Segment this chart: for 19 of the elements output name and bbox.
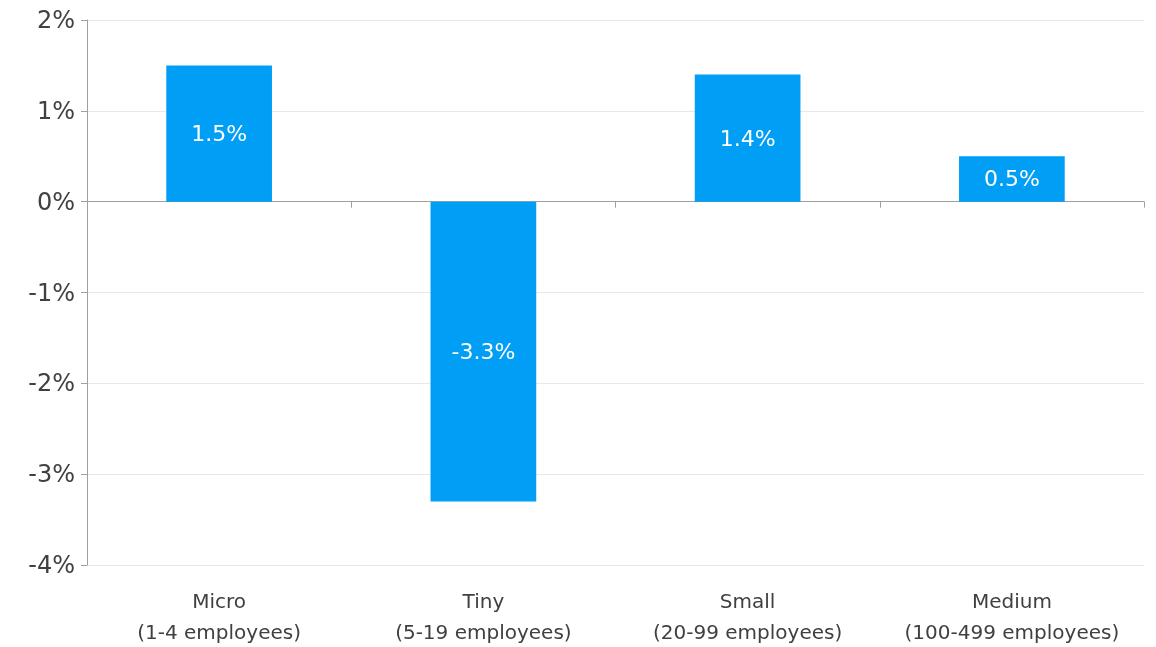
data-label: 0.5% — [983, 166, 1040, 192]
bar — [694, 74, 801, 202]
data-label: 1.4% — [719, 125, 776, 151]
bar — [959, 156, 1065, 202]
y-tick-label: -3% — [28, 460, 75, 489]
data-label: 1.5% — [191, 121, 248, 147]
bar — [430, 201, 537, 502]
x-tick-label: Small (20-99 employees) — [653, 588, 843, 644]
y-tick-label: 2% — [36, 6, 75, 34]
x-tick-label: Tiny (5-19 employees) — [395, 588, 572, 644]
bar — [166, 65, 272, 202]
data-label: -3.3% — [451, 339, 516, 365]
y-tick-label: -2% — [28, 369, 75, 398]
y-tick-label: -4% — [28, 551, 75, 579]
x-tick-label: Micro (1-4 employees) — [137, 588, 302, 644]
x-tick-label: Medium (100-499 employees) — [904, 588, 1120, 644]
y-tick-label: 1% — [36, 96, 75, 125]
y-tick-label: 0% — [36, 187, 75, 216]
y-tick-label: -1% — [28, 278, 75, 307]
